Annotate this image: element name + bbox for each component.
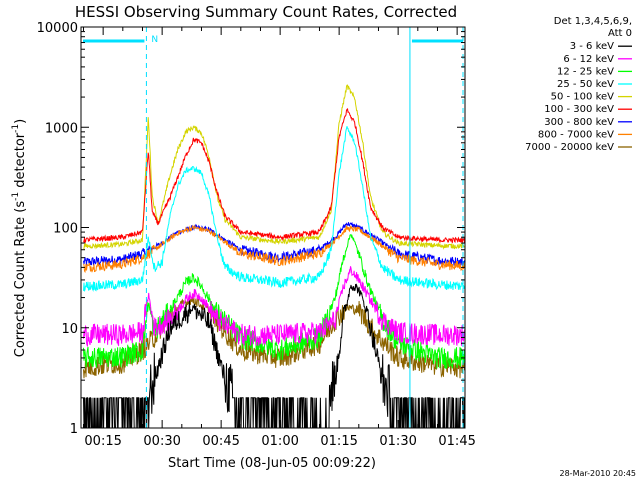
- series-line-4: [83, 126, 466, 293]
- series-lines: [83, 84, 466, 429]
- orbit-markers: N: [80, 27, 466, 428]
- legend-header: Att 0: [608, 28, 632, 39]
- series-line-6: [83, 108, 466, 244]
- legend-header: Det 1,3,4,5,6,9,: [554, 16, 632, 27]
- y-tick-label: 1000: [45, 121, 78, 136]
- legend-label: 12 - 25 keV: [557, 66, 614, 77]
- legend-label: 100 - 300 keV: [544, 104, 614, 115]
- legend-label: 800 - 7000 keV: [538, 129, 614, 140]
- y-tick-label: 1: [70, 422, 78, 437]
- series-line-8: [83, 224, 466, 274]
- legend-label: 25 - 50 keV: [557, 79, 614, 90]
- x-tick-label: 00:30: [143, 434, 180, 449]
- y-axis-label: Corrected Count Rate (s-1 detector-1): [11, 119, 28, 357]
- y-tick-label: 10000: [37, 21, 78, 36]
- x-axis-label: Start Time (08-Jun-05 00:09:22): [168, 456, 376, 471]
- x-tick-label: 01:00: [261, 434, 298, 449]
- series-line-3: [83, 233, 466, 370]
- legend-label: 7000 - 20000 keV: [525, 142, 614, 153]
- timestamp-label: 28-Mar-2010 20:45: [560, 469, 637, 478]
- legend: Det 1,3,4,5,6,9,Att 0 3 - 6 keV 6 - 12 keV…: [525, 16, 632, 153]
- chart-title: HESSI Observing Summary Count Rates, Cor…: [75, 3, 457, 21]
- x-tick-label: 01:45: [438, 434, 475, 449]
- x-tick-label: 01:30: [379, 434, 416, 449]
- legend-label: 50 - 100 keV: [551, 92, 615, 103]
- series-line-5: [83, 84, 466, 250]
- x-tick-label: 01:15: [320, 434, 357, 449]
- y-tick-label: 100: [53, 222, 78, 237]
- x-tick-label: 00:15: [84, 434, 121, 449]
- legend-label: 3 - 6 keV: [570, 41, 614, 52]
- legend-label: 6 - 12 keV: [563, 54, 614, 65]
- series-line-2: [83, 266, 466, 348]
- plot-frame: [80, 26, 466, 429]
- orbit-flag-label: N: [151, 35, 158, 45]
- axes: 1 10 100 1000 10000 00:15 00:30 00:45 01:00 01:15…: [37, 21, 476, 449]
- legend-label: 300 - 800 keV: [544, 117, 614, 128]
- y-tick-label: 10: [61, 322, 78, 337]
- x-tick-label: 00:45: [202, 434, 239, 449]
